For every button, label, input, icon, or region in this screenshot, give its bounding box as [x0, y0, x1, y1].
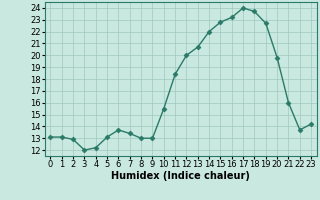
X-axis label: Humidex (Indice chaleur): Humidex (Indice chaleur)	[111, 171, 250, 181]
